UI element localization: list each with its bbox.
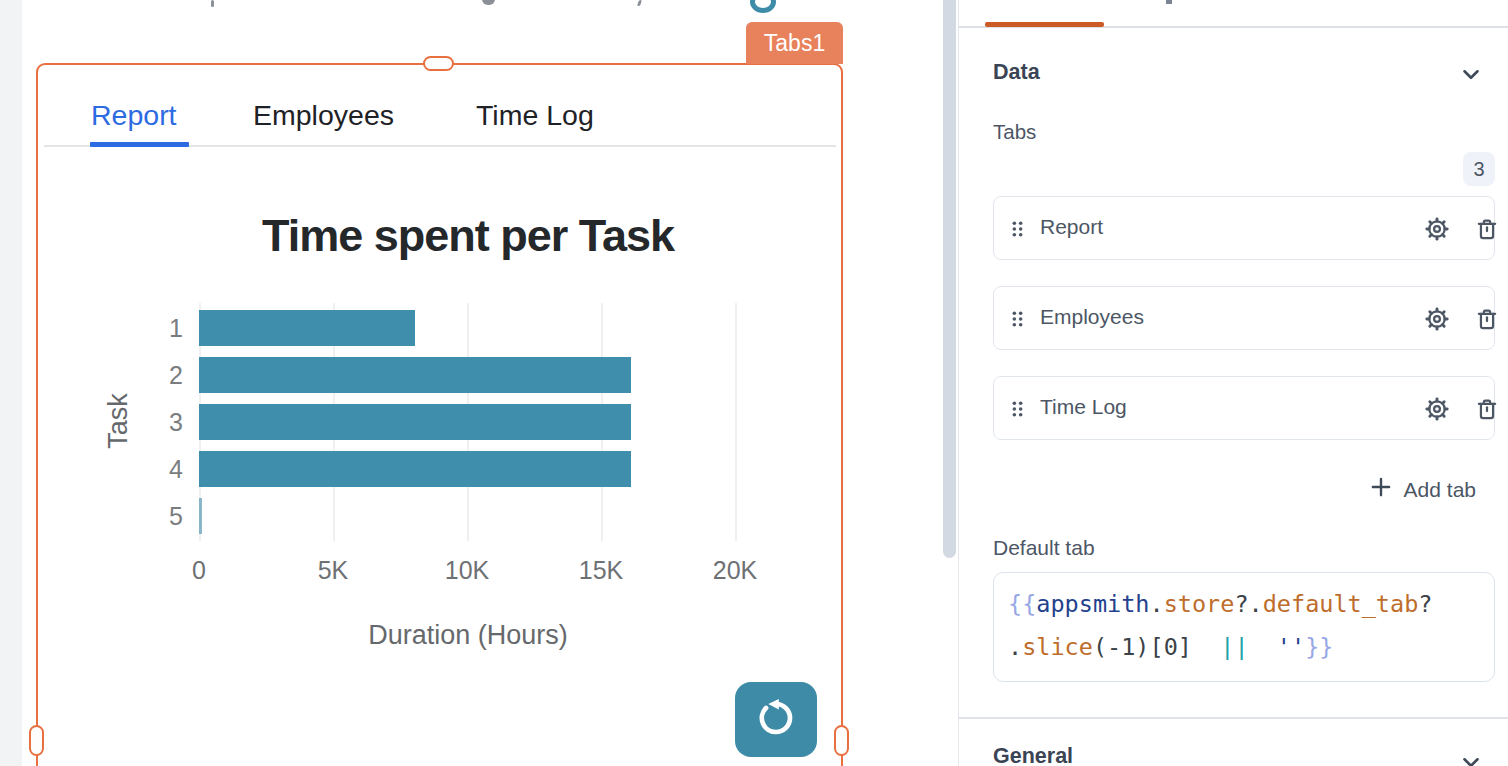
x-tick-label: 0 xyxy=(154,556,244,585)
cropped-tab-label xyxy=(1166,0,1172,4)
chart-bar xyxy=(199,451,631,487)
drag-handle-icon[interactable] xyxy=(1010,309,1025,333)
chart-gridline xyxy=(735,303,737,541)
y-tick-label: 2 xyxy=(143,361,183,390)
tab-item-label: Report xyxy=(1040,215,1103,239)
tabs-count-badge: 3 xyxy=(1463,152,1495,186)
tab-item-label: Time Log xyxy=(1040,395,1127,419)
tab-item-employees[interactable]: Employees xyxy=(993,286,1495,350)
drag-handle-icon[interactable] xyxy=(1010,219,1025,243)
panel-section-divider xyxy=(959,717,1508,719)
drag-handle-icon[interactable] xyxy=(1010,399,1025,423)
chart-bar xyxy=(199,357,631,393)
y-tick-label: 3 xyxy=(143,408,183,437)
y-tick-label: 5 xyxy=(143,502,183,531)
refresh-icon xyxy=(755,697,797,742)
chart-bar xyxy=(199,310,415,346)
section-title-data: Data xyxy=(993,60,1040,85)
add-tab-button[interactable]: Add tab xyxy=(1368,474,1476,505)
default-tab-code-input[interactable]: {{appsmith.store?.default_tab? .slice(-1… xyxy=(993,572,1495,682)
trash-icon xyxy=(1473,321,1501,336)
collapse-general-section-button[interactable] xyxy=(1458,748,1486,766)
code-line: {{appsmith.store?.default_tab? xyxy=(1008,583,1480,626)
tab-item-report[interactable]: Report xyxy=(993,196,1495,260)
tab-delete-button[interactable] xyxy=(1473,215,1501,243)
plus-icon xyxy=(1368,474,1394,505)
resize-handle-bottom-left[interactable] xyxy=(29,725,44,756)
x-axis-title: Duration (Hours) xyxy=(368,620,568,651)
collapse-data-section-button[interactable] xyxy=(1458,60,1486,88)
x-tick-label: 20K xyxy=(690,556,780,585)
y-tick-label: 1 xyxy=(143,314,183,343)
chevron-down-icon xyxy=(1458,61,1486,87)
code-line: .slice(-1)[0] || ''}} xyxy=(1008,626,1480,669)
widget-name-badge[interactable]: Tabs1 xyxy=(746,22,843,64)
x-tick-label: 15K xyxy=(556,556,646,585)
trash-icon xyxy=(1473,231,1501,246)
default-tab-label: Default tab xyxy=(993,536,1095,560)
resize-handle-bottom-right[interactable] xyxy=(834,725,849,756)
tab-delete-button[interactable] xyxy=(1473,305,1501,333)
panel-scrollbar-thumb[interactable] xyxy=(943,0,956,558)
tabs-field-label: Tabs xyxy=(993,120,1036,144)
tab-settings-button[interactable] xyxy=(1423,395,1451,423)
app-builder: Tabs1 Report Employees Time Log Time spe… xyxy=(0,0,1508,766)
active-panel-tab-indicator xyxy=(985,22,1104,27)
x-tick-label: 5K xyxy=(288,556,378,585)
tab-delete-button[interactable] xyxy=(1473,395,1501,423)
section-title-general: General xyxy=(993,744,1073,766)
gear-icon xyxy=(1423,321,1451,336)
gear-icon xyxy=(1423,411,1451,426)
y-axis-title: Task xyxy=(103,393,134,449)
gear-icon xyxy=(1423,231,1451,246)
resize-handle-top[interactable] xyxy=(423,56,454,71)
chart-bar xyxy=(199,498,202,534)
trash-icon xyxy=(1473,411,1501,426)
add-tab-label: Add tab xyxy=(1404,478,1476,502)
x-tick-label: 10K xyxy=(422,556,512,585)
chevron-down-icon xyxy=(1458,749,1486,766)
bar-chart: Time spent per Task Task Duration (Hours… xyxy=(0,0,958,766)
chart-title: Time spent per Task xyxy=(262,210,674,262)
tab-item-label: Employees xyxy=(1040,305,1144,329)
y-tick-label: 4 xyxy=(143,455,183,484)
property-panel: Data Tabs 3 Report xyxy=(958,0,1508,766)
tab-settings-button[interactable] xyxy=(1423,215,1451,243)
chart-bar xyxy=(199,404,631,440)
tab-settings-button[interactable] xyxy=(1423,305,1451,333)
chart-refresh-button[interactable] xyxy=(735,682,817,757)
active-tab-underline xyxy=(90,142,189,147)
tab-item-timelog[interactable]: Time Log xyxy=(993,376,1495,440)
